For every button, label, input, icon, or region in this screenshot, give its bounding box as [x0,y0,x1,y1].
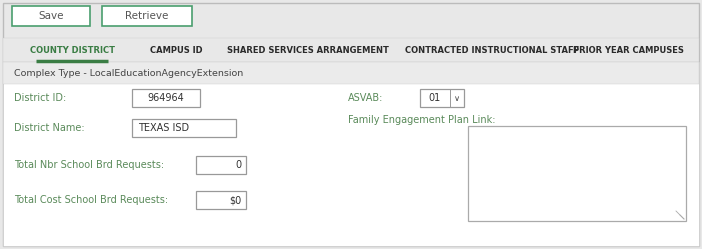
Text: PRIOR YEAR CAMPUSES: PRIOR YEAR CAMPUSES [573,46,684,55]
Text: District ID:: District ID: [14,93,66,103]
Text: 0: 0 [235,160,241,170]
Text: $0: $0 [229,195,241,205]
Text: Family Engagement Plan Link:: Family Engagement Plan Link: [348,115,496,125]
Text: Total Cost School Brd Requests:: Total Cost School Brd Requests: [14,195,168,205]
Bar [196,156,246,174]
Bar [132,119,236,137]
Bar [3,62,699,246]
Text: District Name:: District Name: [14,123,85,133]
Text: Total Nbr School Brd Requests:: Total Nbr School Brd Requests: [14,160,164,170]
Bar [420,89,464,107]
Text: 964964: 964964 [147,93,185,103]
Text: Save: Save [38,11,64,21]
Bar [196,191,246,209]
Text: ∨: ∨ [454,94,460,103]
Text: CONTRACTED INSTRUCTIONAL STAFF: CONTRACTED INSTRUCTIONAL STAFF [405,46,579,55]
Bar [102,6,192,26]
Text: CAMPUS ID: CAMPUS ID [150,46,202,55]
Bar [3,38,699,62]
Text: Retrieve: Retrieve [126,11,168,21]
Bar [132,89,200,107]
Text: COUNTY DISTRICT: COUNTY DISTRICT [29,46,114,55]
Text: 01: 01 [428,93,440,103]
Bar [468,126,686,221]
Text: SHARED SERVICES ARRANGEMENT: SHARED SERVICES ARRANGEMENT [227,46,389,55]
Text: ASVAB:: ASVAB: [348,93,383,103]
Bar [3,62,699,84]
Text: TEXAS ISD: TEXAS ISD [138,123,189,133]
Bar [12,6,90,26]
Text: Complex Type - LocalEducationAgencyExtension: Complex Type - LocalEducationAgencyExten… [14,68,244,77]
